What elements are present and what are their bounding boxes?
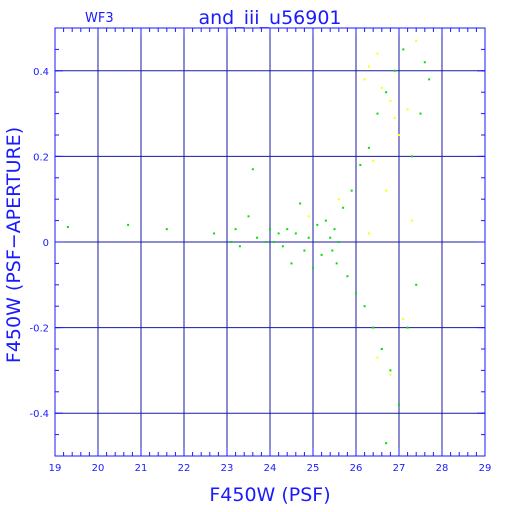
data-point-yellow xyxy=(415,39,418,42)
data-point-yellow xyxy=(367,232,370,235)
data-point-green xyxy=(335,262,338,265)
data-point-green xyxy=(406,326,409,329)
data-point-green xyxy=(380,348,383,350)
data-point-green xyxy=(269,228,271,231)
data-point-green xyxy=(230,241,233,243)
corner-label: WF3 xyxy=(85,11,114,26)
data-point-green xyxy=(355,292,357,295)
data-point-green xyxy=(273,241,276,243)
data-point-yellow xyxy=(337,198,340,201)
data-point-green xyxy=(363,305,366,308)
tick-marks xyxy=(54,27,486,457)
data-point-green xyxy=(331,249,334,252)
data-point-yellow xyxy=(406,108,409,111)
x-tick-label: 21 xyxy=(135,463,148,474)
data-point-green xyxy=(372,326,375,329)
data-point-green xyxy=(385,442,388,445)
x-tick-label: 29 xyxy=(479,463,492,474)
tick-labels: 19 20 21 22 23 24 25 26 27 28 29 -0.4 -0.2 0 0.2 0.4 xyxy=(29,67,491,474)
data-point-yellow xyxy=(402,318,405,321)
data-point-green xyxy=(290,262,293,265)
data-point-green xyxy=(316,223,319,226)
data-point-green xyxy=(286,228,289,231)
data-point-yellow xyxy=(363,78,366,81)
data-point-green xyxy=(281,245,284,248)
chart-title: and_iii_u56901 xyxy=(198,7,341,29)
data-point-yellow xyxy=(398,134,400,136)
data-point-green xyxy=(324,219,327,222)
data-point-green xyxy=(312,266,314,269)
data-point-green xyxy=(342,206,345,209)
data-point-green xyxy=(264,241,267,243)
data-point-green xyxy=(299,202,302,205)
data-point-yellow xyxy=(376,52,379,55)
data-point-green xyxy=(367,146,370,149)
data-point-green xyxy=(410,155,413,158)
data-point-green xyxy=(337,241,340,243)
data-point-yellow xyxy=(307,215,310,218)
data-point-yellow xyxy=(385,189,388,192)
grid-lines xyxy=(55,28,485,456)
data-point-green xyxy=(127,223,130,226)
x-tick-label: 24 xyxy=(264,463,277,474)
x-tick-label: 26 xyxy=(350,463,363,474)
data-point-green xyxy=(234,228,237,231)
data-point-green xyxy=(294,232,297,235)
data-point-yellow xyxy=(376,356,379,359)
data-point-yellow xyxy=(372,159,375,162)
y-tick-label: -0.2 xyxy=(29,324,49,335)
data-point-yellow xyxy=(393,116,396,119)
y-tick-label: -0.4 xyxy=(29,409,49,420)
data-point-green xyxy=(213,232,216,235)
data-points xyxy=(66,39,431,445)
y-tick-label: 0.4 xyxy=(33,67,49,78)
data-point-green xyxy=(329,236,332,239)
data-point-yellow xyxy=(380,86,383,89)
data-point-yellow xyxy=(389,373,392,376)
x-tick-label: 22 xyxy=(178,463,191,474)
data-point-green xyxy=(415,283,418,286)
data-point-green xyxy=(277,232,280,235)
data-point-green xyxy=(419,112,422,115)
data-point-green xyxy=(402,48,405,51)
data-point-green xyxy=(333,228,336,231)
data-point-yellow xyxy=(389,99,392,102)
x-tick-label: 28 xyxy=(436,463,449,474)
x-tick-label: 23 xyxy=(221,463,234,474)
x-tick-label: 19 xyxy=(49,463,62,474)
data-point-green xyxy=(385,91,388,94)
x-axis-label: F450W (PSF) xyxy=(209,484,330,506)
data-point-green xyxy=(346,275,349,278)
data-point-green xyxy=(359,163,362,166)
x-tick-label: 25 xyxy=(307,463,320,474)
data-point-green xyxy=(165,228,168,231)
data-point-green xyxy=(256,236,259,239)
y-tick-label: 0 xyxy=(43,238,49,249)
x-tick-label: 27 xyxy=(393,463,406,474)
data-point-green xyxy=(398,403,400,406)
y-axis-label: F450W (PSF−APERTURE) xyxy=(3,127,25,363)
data-point-green xyxy=(393,69,396,72)
data-point-yellow xyxy=(410,219,413,222)
data-point-green xyxy=(423,61,426,64)
data-point-green xyxy=(307,236,310,239)
data-point-green xyxy=(376,112,379,115)
data-point-yellow xyxy=(367,65,370,68)
data-point-green xyxy=(66,226,69,229)
data-point-green xyxy=(238,245,241,248)
data-point-green xyxy=(247,215,250,218)
x-tick-label: 20 xyxy=(92,463,105,474)
data-point-green xyxy=(389,369,392,372)
data-point-green xyxy=(350,189,353,192)
data-point-green xyxy=(428,78,431,81)
y-tick-label: 0.2 xyxy=(33,152,49,163)
data-point-green xyxy=(303,249,306,252)
data-point-green xyxy=(320,253,323,256)
data-point-green xyxy=(251,168,254,171)
